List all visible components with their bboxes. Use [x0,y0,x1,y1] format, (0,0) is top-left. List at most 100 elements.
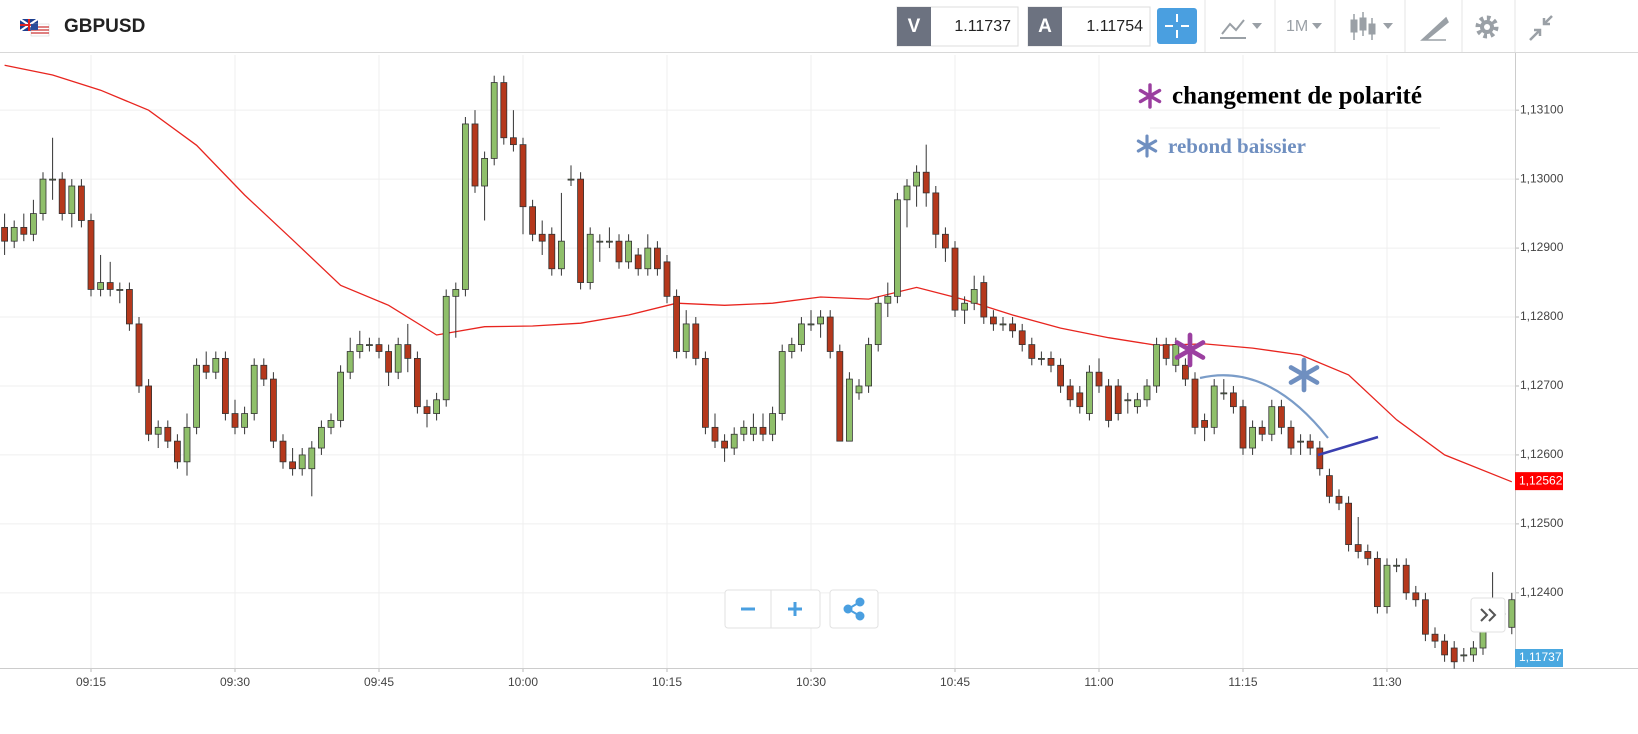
indicators-icon[interactable] [1220,19,1246,39]
zoom-box [724,589,821,629]
candle-body [289,461,297,470]
annotation-text: changement de polarité [1172,83,1422,110]
x-tick-label: 09:30 [220,675,250,689]
star-petal [1301,365,1320,378]
candle-body [1364,551,1372,559]
candle-body [1287,426,1295,449]
y-tick-label: 1,12500 [1520,516,1564,530]
candle-body [250,364,258,414]
candle-body [29,213,37,235]
price-tag [1515,649,1563,667]
candle-body [1143,385,1151,401]
buy-label[interactable]: A [1038,16,1052,37]
crosshair-button[interactable] [1157,8,1197,44]
candle-body [116,289,124,291]
candle-body [942,233,949,249]
candle-body [1018,330,1026,346]
y-tick-label: 1,13000 [1520,171,1564,185]
y-tick-label: 1,12900 [1520,240,1564,254]
buy-button[interactable]: A 1.11754 [1027,6,1151,47]
candle-body [1431,633,1439,642]
chart-type-button[interactable] [1350,12,1393,40]
collapse-button[interactable] [1529,15,1553,41]
timeframe[interactable]: 1M [1286,18,1308,35]
candle-body [740,426,748,435]
toolbar-separators [1204,0,1516,52]
candle-body [308,447,316,470]
candle-body [78,185,85,221]
draw-button[interactable] [1420,16,1449,41]
candle-body [577,178,584,283]
candle-body [1268,406,1276,435]
share-icon[interactable] [843,597,865,621]
sell-tag[interactable] [897,7,931,46]
candle-body [702,357,709,428]
candle-body [241,413,249,428]
candle-body [1230,392,1237,408]
settings-button[interactable] [1475,15,1499,39]
candle-body [1009,323,1016,332]
candle-body [260,364,268,380]
dropdown-caret[interactable] [1312,23,1322,29]
candle-body [750,426,757,435]
star-petal [1187,340,1206,353]
candle-body [625,240,632,263]
candle-body [317,426,325,449]
indicators-button[interactable] [1220,19,1262,39]
sell-label[interactable]: V [908,16,921,37]
dropdown-caret[interactable] [1252,23,1262,29]
candle-body [193,364,201,428]
candle-body [778,351,786,414]
price-tag [1515,472,1563,491]
toolbar-bg [0,0,1638,52]
sell-price[interactable]: 1.11737 [954,18,1011,35]
candle-body [1441,640,1448,656]
sell-button[interactable]: V 1.11737 [896,6,1019,47]
y-tick-label: 1,12400 [1520,585,1564,599]
candle-body [461,123,469,290]
candle-body [1402,564,1410,594]
candle-body [106,282,114,290]
buy-tag[interactable] [1028,7,1062,46]
scroll-right-button[interactable] [1470,597,1506,633]
candle-body [769,413,776,435]
candle-body [721,440,728,449]
candle-body [1258,426,1266,435]
candle-body [932,192,940,235]
candle-body [1210,385,1218,428]
candle-body [58,178,66,214]
candle-body [548,233,556,270]
candle-body [1412,592,1420,601]
buy-price[interactable]: 1.11754 [1086,18,1143,35]
candle-body [20,226,28,235]
candle-body [1383,564,1391,608]
candle-body [999,323,1007,326]
candle-body [423,406,431,414]
drawn-line [1317,435,1379,457]
candle-body [586,233,594,283]
zoom-in[interactable] [788,602,802,616]
candle-body [644,247,652,270]
candle-body [1201,420,1208,428]
candle-body [173,440,181,463]
candle-body [509,137,517,146]
flag-icon [19,18,50,37]
candle-body [1393,564,1400,567]
x-tick-label: 10:00 [508,675,538,689]
candle-body [413,357,421,408]
candle-body [231,413,239,428]
candle-body [154,426,162,435]
share-box[interactable] [829,589,879,629]
candle-body [1153,344,1160,387]
x-tick-label: 10:45 [940,675,970,689]
candle-body [385,351,393,373]
crosshair-gap[interactable] [1173,22,1181,30]
timeframe-button[interactable]: 1M [1286,18,1322,35]
candle-body [1249,426,1256,449]
candle-body [1508,599,1516,628]
candle-body [1345,502,1352,545]
candle-body [269,378,277,442]
candle-body [1326,475,1333,497]
candle-body [1470,647,1477,656]
